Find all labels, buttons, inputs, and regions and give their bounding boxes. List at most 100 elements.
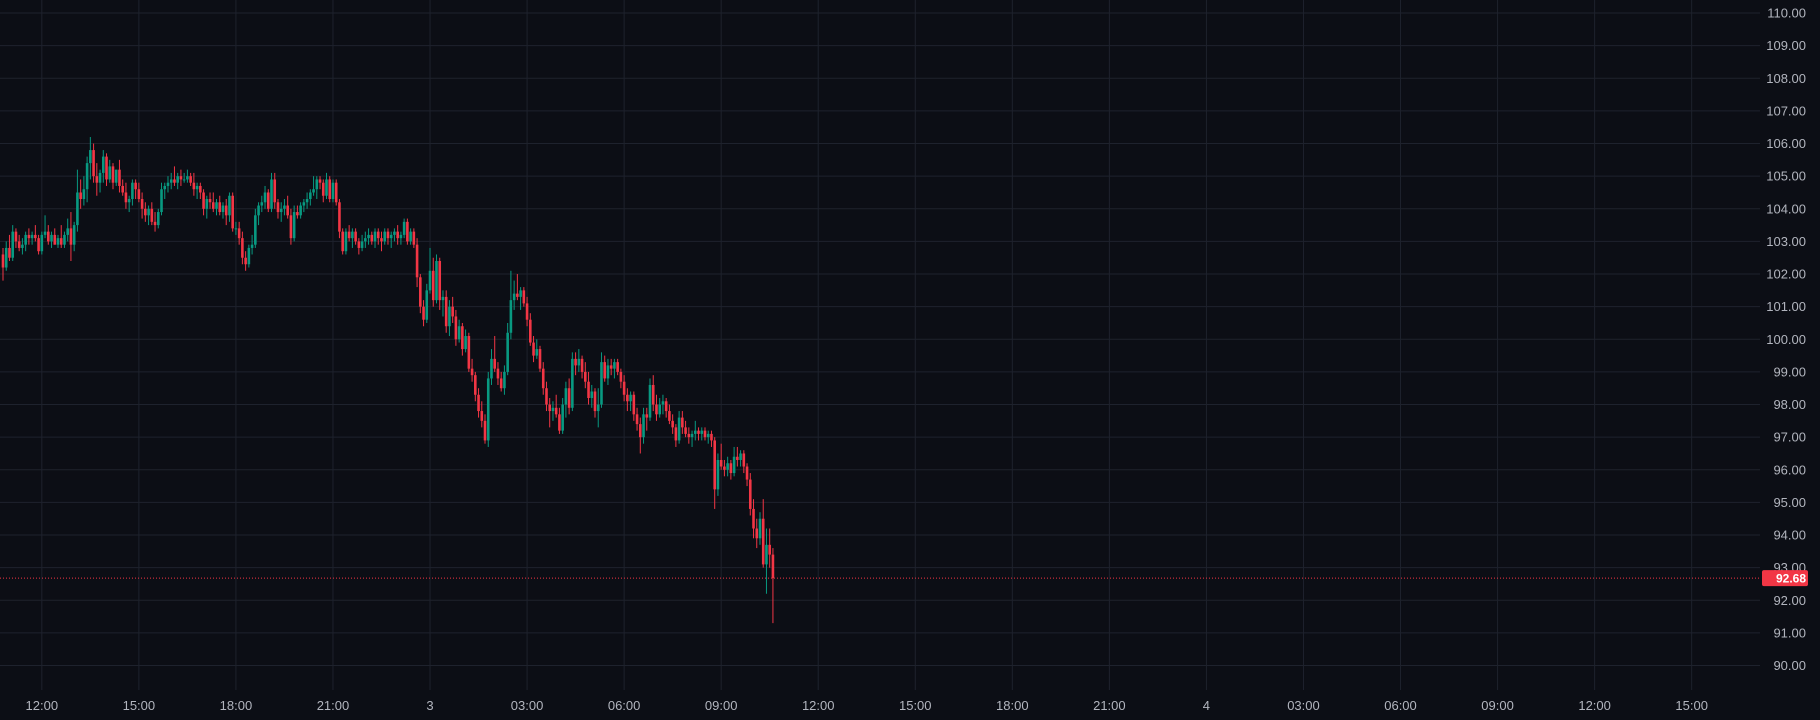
candle-body [419, 277, 422, 307]
candle-body [409, 231, 412, 242]
candle-body [63, 234, 66, 245]
candle [169, 172, 173, 190]
candle [273, 172, 277, 209]
candle-body [658, 404, 662, 415]
candle-body [59, 238, 63, 245]
candle [66, 218, 69, 242]
candle-body [163, 185, 167, 190]
candle-body [480, 411, 484, 421]
candle [351, 228, 354, 248]
candle-body [121, 185, 124, 193]
candle [723, 460, 726, 477]
candle [635, 407, 639, 431]
candle [684, 420, 687, 438]
candle [76, 169, 79, 232]
candle-body [21, 244, 24, 248]
candle [370, 231, 374, 245]
candle-body [448, 306, 451, 327]
candle [748, 473, 752, 516]
candle-body [228, 195, 231, 216]
candle-body [638, 424, 642, 438]
candle [266, 189, 270, 213]
candle [30, 231, 34, 245]
candle-body [493, 358, 497, 369]
x-tick-label: 15:00 [1675, 698, 1708, 713]
candle-body [364, 238, 367, 242]
candle-body [302, 202, 306, 206]
candle-body [541, 368, 545, 389]
candle-body [202, 192, 205, 209]
candle [693, 420, 697, 441]
candle-body [431, 270, 435, 301]
candle [166, 176, 170, 193]
candle-body [710, 433, 713, 441]
candle [124, 182, 128, 209]
candle-body [328, 179, 332, 200]
x-tick-label: 3 [426, 698, 433, 713]
candle-body [441, 296, 445, 301]
candle-body [690, 433, 694, 438]
x-tick-label: 09:00 [705, 698, 738, 713]
candle [211, 192, 215, 213]
candle [719, 443, 723, 470]
x-tick-label: 15:00 [123, 698, 156, 713]
price-axis[interactable]: 90.0091.0092.0093.0094.0095.0096.0097.00… [1766, 6, 1806, 673]
candle [687, 427, 691, 444]
candle [658, 398, 662, 418]
candle-body [402, 221, 406, 235]
y-tick-label: 92.00 [1773, 593, 1806, 608]
candle [587, 371, 590, 405]
candle-body [195, 185, 199, 190]
candle-body [687, 433, 691, 438]
candle-body [27, 234, 31, 239]
candle-body [739, 453, 742, 460]
candle [425, 283, 429, 323]
candle [606, 358, 610, 385]
candle [376, 228, 380, 245]
x-tick-label: 21:00 [1093, 698, 1126, 713]
candle [334, 179, 338, 206]
candle-body [706, 433, 710, 438]
candle [325, 172, 328, 200]
candle [697, 427, 700, 441]
candle [305, 192, 309, 209]
candle-body [186, 176, 189, 180]
candle [661, 394, 665, 415]
candle-body [292, 212, 296, 239]
candle-body [467, 336, 471, 369]
candle [474, 371, 477, 402]
candle [632, 391, 636, 421]
candle [590, 384, 594, 408]
candle-body [574, 358, 577, 366]
candle [4, 241, 8, 271]
candle-body [525, 303, 529, 320]
y-tick-label: 96.00 [1773, 462, 1806, 477]
candle-body [677, 417, 681, 441]
candle-body [765, 544, 768, 565]
candle-body [160, 189, 163, 213]
candle-body [166, 182, 170, 186]
candle [331, 179, 335, 203]
candle [499, 371, 503, 392]
candle-body [1, 254, 5, 268]
candle-body [173, 179, 176, 183]
candle [43, 215, 47, 239]
candle [296, 205, 299, 219]
candle [593, 388, 597, 418]
candle [192, 172, 196, 196]
candle-body [755, 528, 759, 539]
candle [558, 407, 561, 434]
candle-body [237, 228, 241, 239]
x-tick-label: 18:00 [220, 698, 253, 713]
candle [270, 172, 273, 213]
candle-body [367, 234, 370, 239]
time-axis[interactable]: 12:00 15:00 18:00 21:00 3 03:00 06:00 09:00 12:0… [26, 698, 1708, 713]
candle-body [596, 404, 600, 412]
candle-body [386, 231, 390, 239]
x-tick-label: 06:00 [608, 698, 641, 713]
candle [328, 176, 332, 203]
candle [79, 179, 82, 209]
candle [571, 352, 574, 412]
